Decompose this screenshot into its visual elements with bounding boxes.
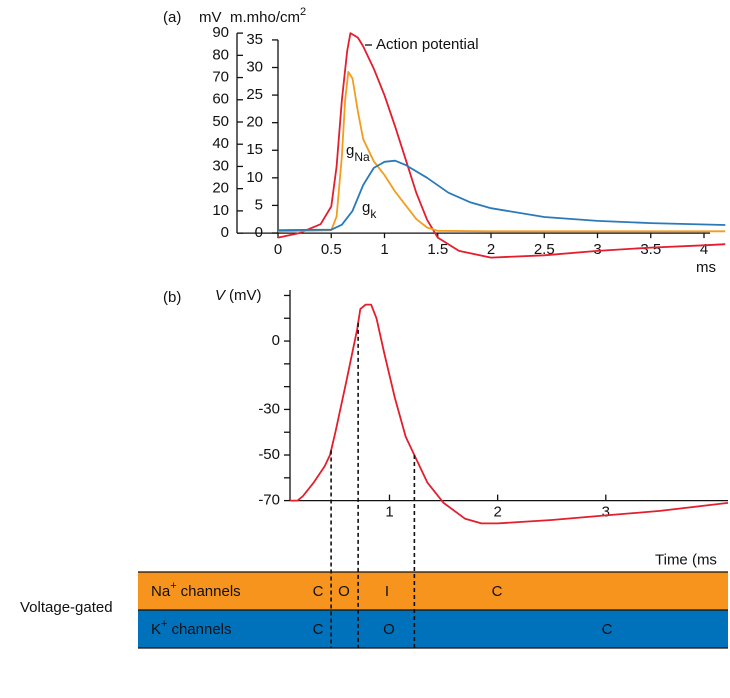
channel-state: O <box>383 621 395 638</box>
x-tick-label: 1 <box>385 504 393 521</box>
x-tick-label: 0 <box>274 241 282 258</box>
channel-state: O <box>338 583 350 600</box>
y-tick-label: 80 <box>212 46 229 63</box>
x-axis-title: ms <box>696 259 716 276</box>
x-tick-label: 3 <box>593 241 601 258</box>
channel-state: C <box>313 621 324 638</box>
y-tick-label: 70 <box>212 69 229 86</box>
annotation-part: Na <box>354 150 370 164</box>
channel-label-part: Na <box>151 583 171 600</box>
y2-tick-label: 30 <box>246 58 263 75</box>
y-axis-title: mV <box>199 9 222 26</box>
channel-state: I <box>385 583 389 600</box>
annotation-part: g <box>346 142 354 159</box>
y-tick-label: 10 <box>212 202 229 219</box>
channel-label: K+ channels <box>151 618 232 638</box>
channel-label-part: K <box>151 621 161 638</box>
y2-axis-title: m.mho/cm2 <box>230 6 306 26</box>
annotation-part: k <box>370 207 377 221</box>
channel-group-label: Voltage-gated <box>20 599 113 616</box>
x-tick-label: 1.5 <box>427 241 448 258</box>
channel-label-part: channels <box>171 621 231 638</box>
channel-state: C <box>492 583 503 600</box>
y2-tick-label: 15 <box>246 141 263 158</box>
channel-label-part: + <box>161 618 167 630</box>
channel-state: C <box>313 583 324 600</box>
y2-axis-title-part: 2 <box>300 6 306 18</box>
y-tick-label: 40 <box>212 135 229 152</box>
x-tick-label: 0.5 <box>321 241 342 258</box>
series-line <box>277 71 726 233</box>
x-tick-label: 4 <box>700 241 708 258</box>
annotation: gNa <box>346 142 370 164</box>
annotation: gk <box>362 199 377 221</box>
panel-label: (b) <box>163 289 181 306</box>
x-tick-label: 2 <box>487 241 495 258</box>
y-axis-title-part: (mV) <box>229 287 262 304</box>
y2-tick-label: 20 <box>246 114 263 131</box>
x-tick-label: 3 <box>602 504 610 521</box>
x-tick-label: 1 <box>380 241 388 258</box>
y2-tick-label: 0 <box>255 224 263 241</box>
y-tick-label: 0 <box>272 332 280 349</box>
x-tick-label: 2.5 <box>534 241 555 258</box>
y-tick-label: 0 <box>221 224 229 241</box>
x-tick-label: 2 <box>493 504 501 521</box>
y2-tick-label: 10 <box>246 169 263 186</box>
y2-tick-label: 25 <box>246 86 263 103</box>
y-tick-label: 20 <box>212 180 229 197</box>
panel-label: (a) <box>163 9 181 26</box>
series-line <box>277 32 726 259</box>
channel-band <box>138 572 728 610</box>
y-tick-label: 90 <box>212 24 229 41</box>
y-axis-title: V (mV) <box>215 287 262 304</box>
y-tick-label: -50 <box>258 446 280 463</box>
y-tick-label: 30 <box>212 157 229 174</box>
y-tick-label: 60 <box>212 91 229 108</box>
channel-state: C <box>602 621 613 638</box>
series-line <box>277 159 726 232</box>
y-tick-label: -70 <box>258 492 280 509</box>
x-axis-title: Time (ms <box>655 552 717 569</box>
y-tick-label: 50 <box>212 113 229 130</box>
channel-label-part: channels <box>181 583 241 600</box>
series-line <box>290 303 729 525</box>
y-axis-title-part: V <box>215 287 227 304</box>
y-tick-label: -30 <box>258 400 280 417</box>
series-label: Action potential <box>376 36 479 53</box>
y2-axis-title-part: m.mho/cm <box>230 9 300 26</box>
channel-label: Na+ channels <box>151 580 241 600</box>
channel-label-part: + <box>170 580 176 592</box>
channel-band <box>138 610 728 648</box>
x-tick-label: 3.5 <box>640 241 661 258</box>
y2-tick-label: 5 <box>255 196 263 213</box>
y2-tick-label: 35 <box>246 31 263 48</box>
annotation-part: g <box>362 199 370 216</box>
